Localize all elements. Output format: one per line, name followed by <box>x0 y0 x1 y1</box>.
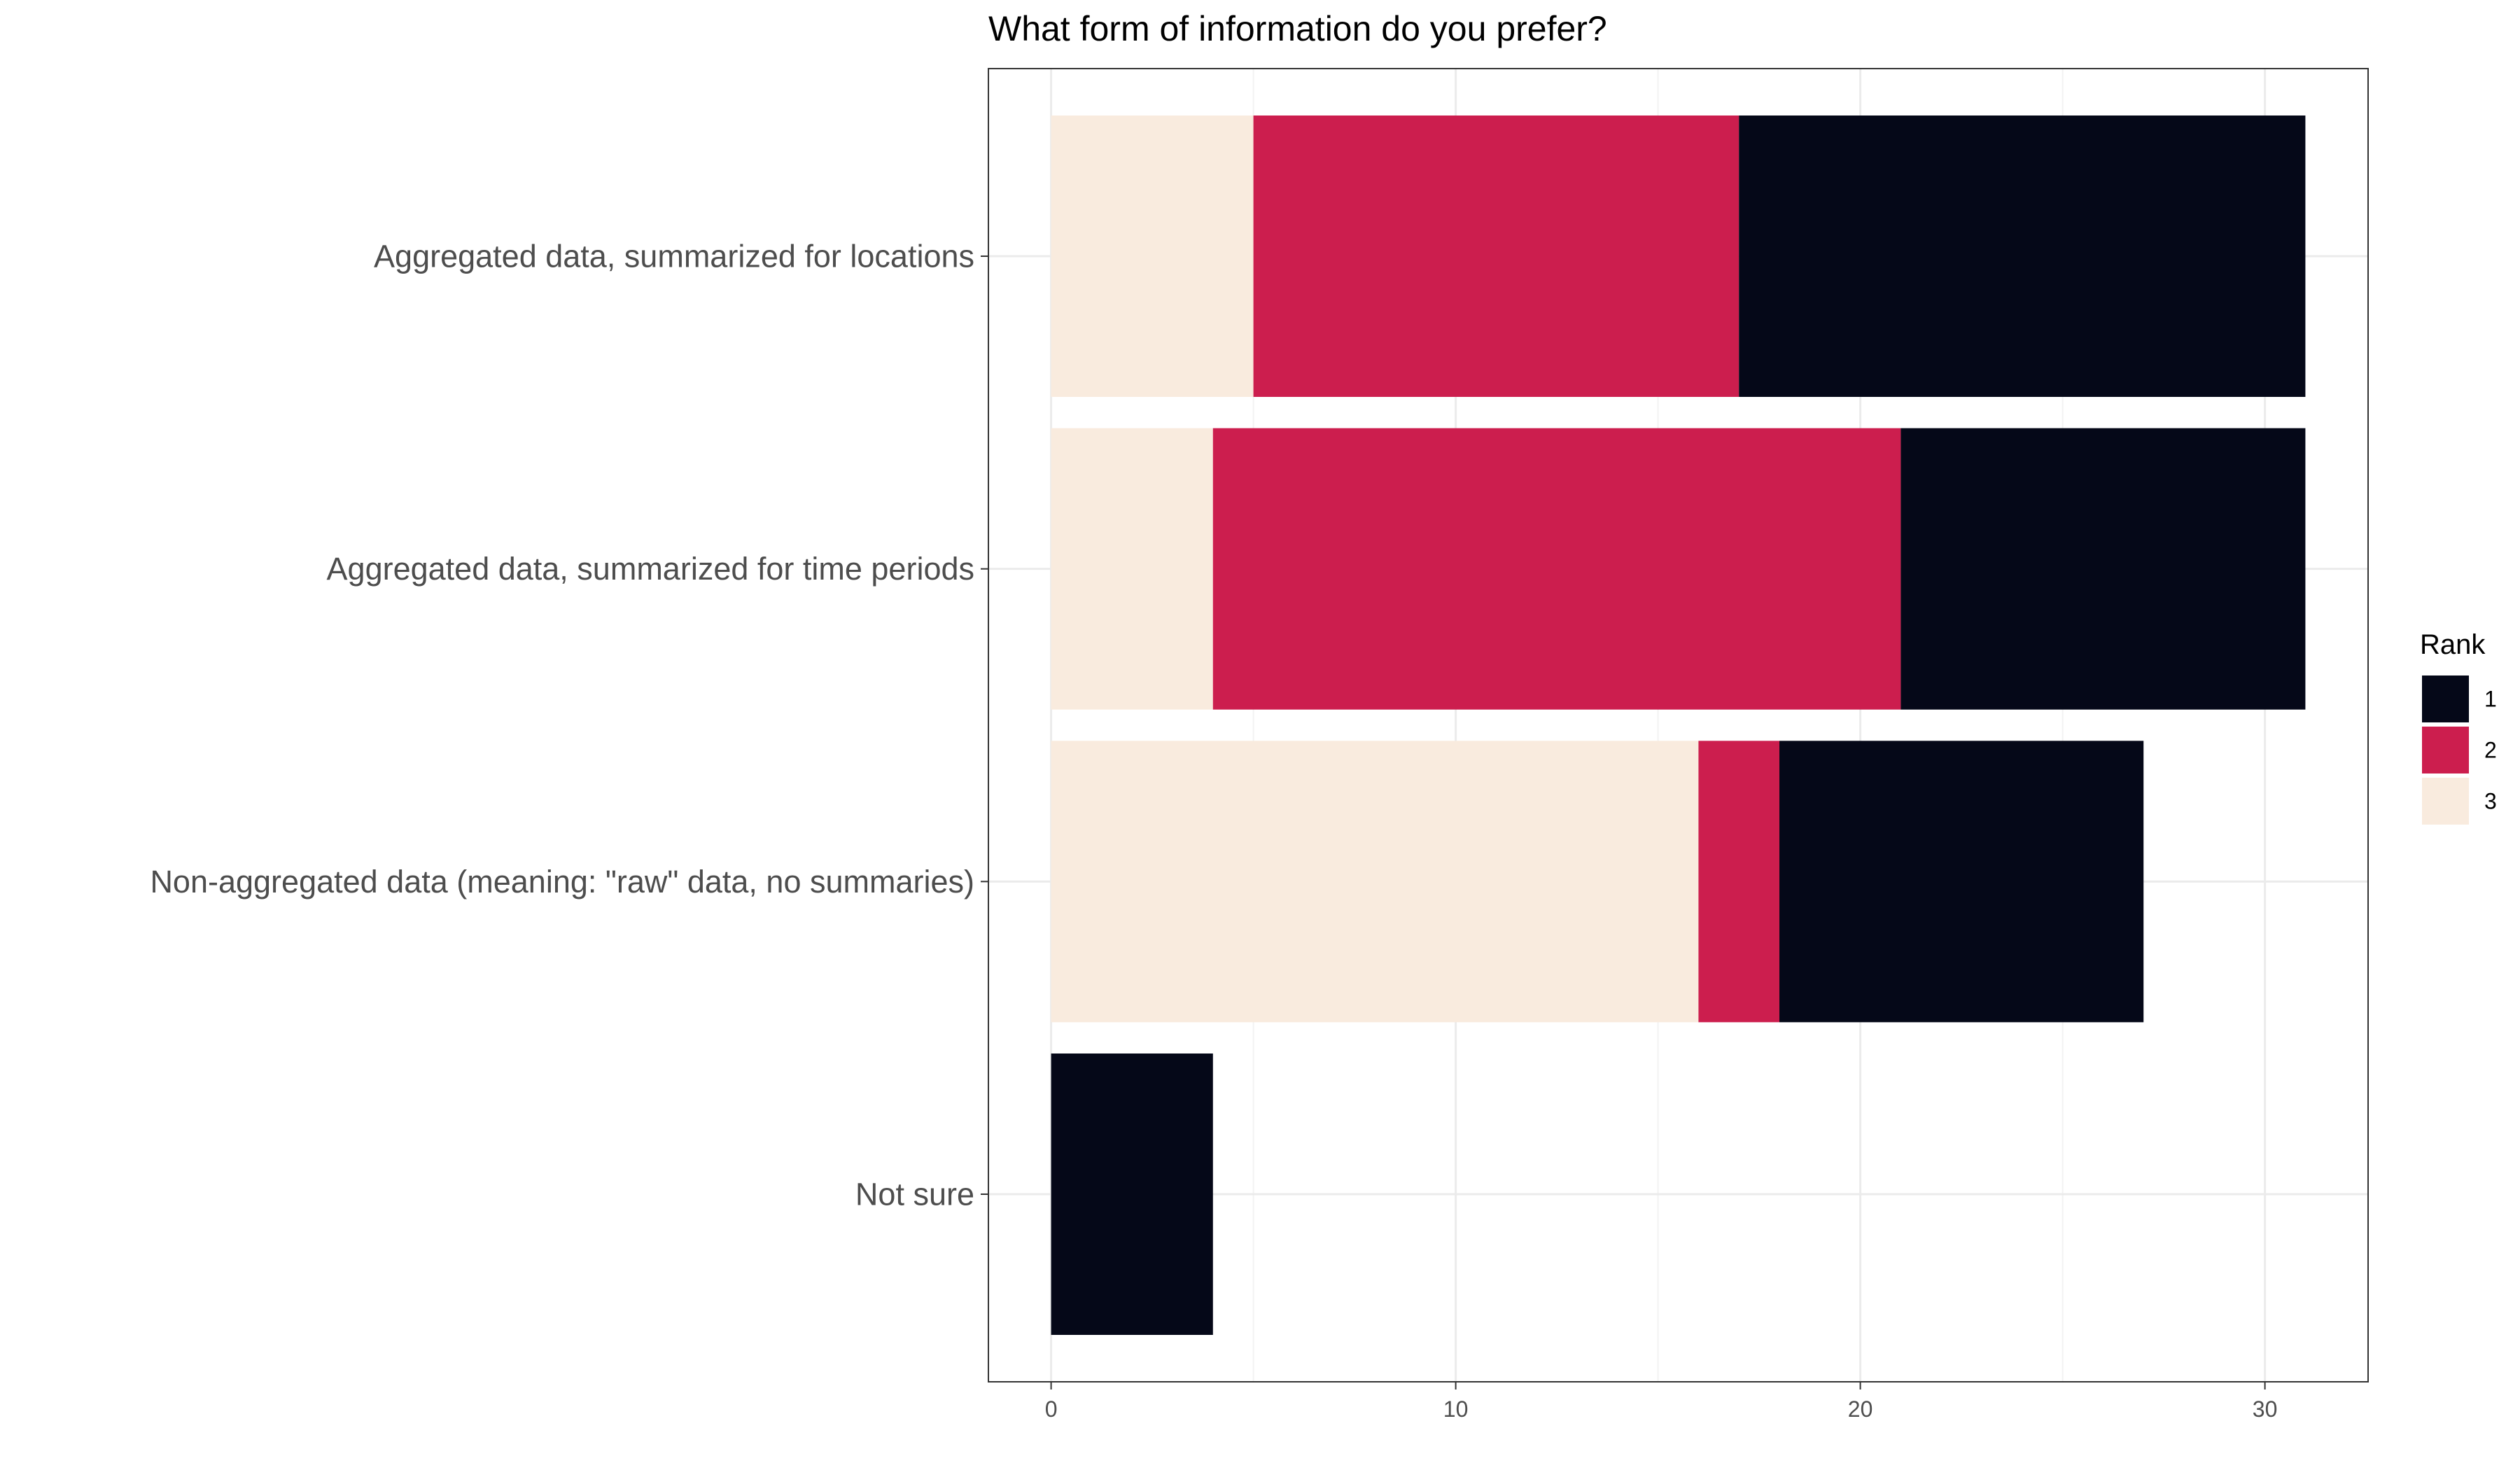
bars <box>1051 115 2306 1335</box>
bar-segment <box>1739 115 2306 397</box>
x-tick-label: 0 <box>1045 1396 1058 1422</box>
bar-segment <box>1051 1054 1213 1335</box>
bar-segment <box>1779 741 2144 1023</box>
plot-panel-border <box>988 68 2369 1382</box>
y-axis: Aggregated data, summarized for location… <box>150 239 988 1212</box>
bar-segment <box>1051 428 1213 710</box>
legend-label: 2 <box>2484 738 2497 763</box>
legend-key <box>2422 727 2469 774</box>
legend-key <box>2422 778 2469 825</box>
y-category-label: Not sure <box>855 1177 974 1212</box>
x-axis: 0 10 20 30 <box>1045 1382 2278 1422</box>
x-tick-label: 20 <box>1848 1396 1873 1422</box>
y-category-label: Non-aggregated data (meaning: "raw" data… <box>150 864 974 899</box>
bar-segment <box>1253 115 1740 397</box>
y-category-label: Aggregated data, summarized for time per… <box>327 551 974 587</box>
bar-segment <box>1212 428 1901 710</box>
bar-segment <box>1900 428 2306 710</box>
legend-title: Rank <box>2420 629 2486 660</box>
bar-segment <box>1698 741 1780 1023</box>
bar-segment <box>1051 115 1254 397</box>
y-category-label: Aggregated data, summarized for location… <box>374 239 974 274</box>
legend-label: 1 <box>2484 687 2497 712</box>
x-tick-label: 10 <box>1443 1396 1469 1422</box>
bar-segment <box>1051 741 1699 1023</box>
legend-key <box>2422 676 2469 722</box>
legend-label: 3 <box>2484 789 2497 814</box>
legend: Rank 1 2 3 <box>2420 629 2497 825</box>
x-tick-label: 30 <box>2253 1396 2278 1422</box>
chart-title: What form of information do you prefer? <box>988 9 1607 48</box>
